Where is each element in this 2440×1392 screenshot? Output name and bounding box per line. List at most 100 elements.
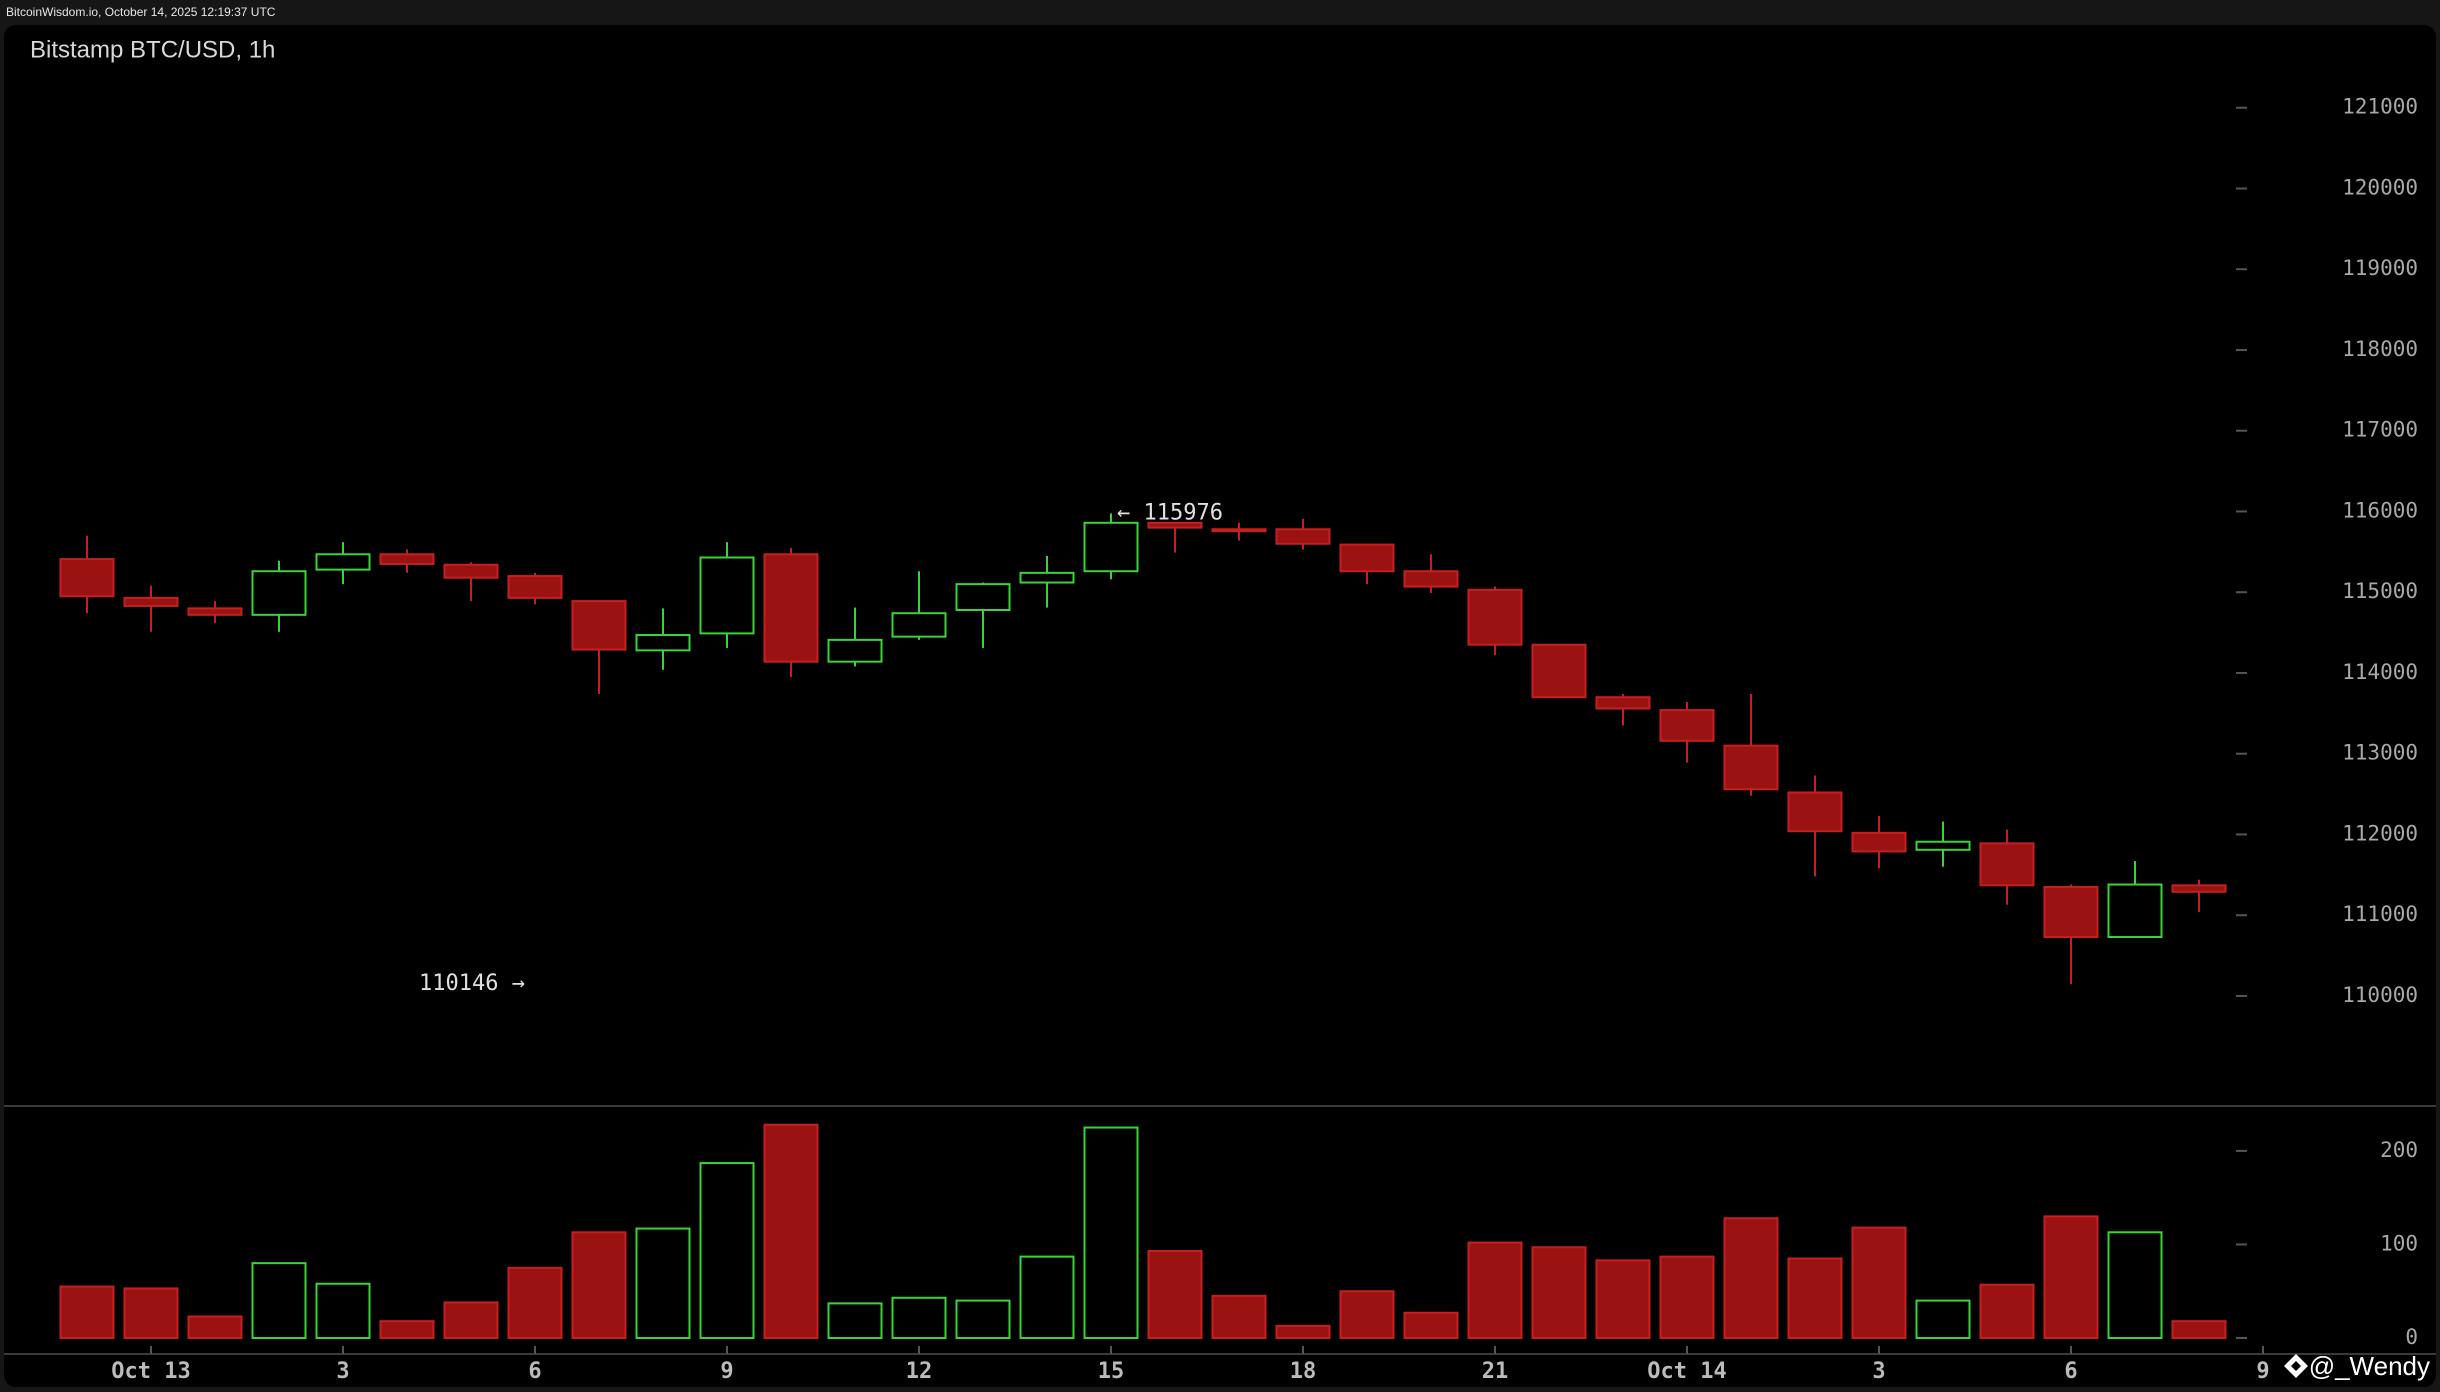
candle — [507, 572, 563, 605]
candle — [315, 542, 371, 585]
candle-body — [251, 570, 307, 616]
chart-area — [4, 25, 2436, 1387]
candle-body — [1595, 696, 1651, 710]
volume-bar — [59, 1285, 115, 1339]
x-tick-label: 21 — [1482, 1359, 1509, 1384]
volume-bar — [1531, 1246, 1587, 1339]
candle — [59, 535, 115, 614]
candle — [1595, 693, 1651, 726]
chart-title: Bitstamp BTC/USD, 1h — [30, 36, 275, 63]
volume-bar — [635, 1227, 691, 1339]
y-tick-label: 118000 — [2342, 337, 2418, 361]
candle — [251, 560, 307, 632]
candle-body — [763, 553, 819, 663]
volume-bar — [187, 1315, 243, 1340]
candle — [1723, 693, 1779, 796]
candle — [1851, 815, 1907, 869]
y-tick-label: 113000 — [2342, 741, 2418, 765]
candle-body — [123, 596, 179, 607]
volume-bar — [443, 1301, 499, 1340]
y-tick-label: 111000 — [2342, 902, 2418, 926]
y-tick-label: 120000 — [2342, 175, 2418, 199]
candle-body — [635, 634, 691, 652]
candle-body — [443, 563, 499, 579]
candle-body — [1979, 842, 2035, 887]
candle — [955, 582, 1011, 648]
candle — [699, 542, 755, 648]
candle-body — [1787, 791, 1843, 833]
header-text: BitcoinWisdom.io, October 14, 2025 12:19… — [6, 5, 276, 19]
candle — [891, 571, 947, 640]
candle — [827, 607, 883, 667]
candle — [1915, 821, 1971, 867]
candle-body — [1339, 543, 1395, 573]
candle — [571, 600, 627, 694]
x-tick-label: 9 — [2256, 1359, 2269, 1384]
volume-bar — [1659, 1255, 1715, 1340]
volume-bar — [1915, 1299, 1971, 1340]
candle-body — [59, 558, 115, 598]
candle-body — [1851, 831, 1907, 853]
volume-bar — [1211, 1294, 1267, 1339]
x-tick-label: Oct 13 — [111, 1359, 190, 1384]
candle — [1019, 555, 1075, 608]
candle-body — [827, 638, 883, 663]
x-tick-label: 9 — [720, 1359, 733, 1384]
y-tick-label: 116000 — [2342, 498, 2418, 522]
candle-body — [507, 575, 563, 599]
price-annotation: ← 115976 — [1117, 500, 1223, 525]
candle-body — [1723, 744, 1779, 791]
x-tick-label: 3 — [1872, 1359, 1885, 1384]
y-tick-label: 114000 — [2342, 660, 2418, 684]
candle-body — [891, 612, 947, 638]
volume-bar — [379, 1320, 435, 1339]
candle — [123, 585, 179, 632]
candle — [763, 547, 819, 678]
x-tick-label: 3 — [336, 1359, 349, 1384]
volume-bar — [1275, 1324, 1331, 1340]
y-tick-label: 112000 — [2342, 821, 2418, 845]
logo — [2284, 1354, 2308, 1378]
candle-body — [2107, 883, 2163, 939]
volume-bar — [1979, 1283, 2035, 1339]
volume-tick-label: 100 — [2380, 1231, 2418, 1255]
volume-bar — [2171, 1320, 2227, 1339]
candle — [1659, 702, 1715, 763]
y-tick-label: 115000 — [2342, 579, 2418, 603]
x-tick-label: 6 — [528, 1359, 541, 1384]
candle-body — [1147, 521, 1203, 529]
candle-body — [1211, 528, 1267, 533]
candle-body — [1659, 709, 1715, 742]
volume-tick-label: 200 — [2380, 1138, 2418, 1162]
price-annotation: 110146 → — [419, 971, 525, 996]
volume-bar — [1403, 1311, 1459, 1340]
volume-tick-label: 0 — [2405, 1325, 2418, 1349]
candle — [443, 562, 499, 602]
candle-body — [1019, 571, 1075, 584]
volume-bar — [891, 1296, 947, 1339]
candle — [1275, 518, 1331, 550]
volume-bar — [955, 1299, 1011, 1340]
x-tick-label: 15 — [1098, 1359, 1125, 1384]
volume-bar — [1147, 1250, 1203, 1339]
candle-body — [699, 556, 755, 635]
volume-bar — [507, 1266, 563, 1340]
candle-body — [1403, 570, 1459, 588]
candle-body — [2171, 884, 2227, 893]
volume-bar — [1595, 1259, 1651, 1340]
volume-bar — [1019, 1255, 1075, 1340]
candle — [1979, 829, 2035, 905]
candle — [1147, 521, 1203, 553]
candle — [1083, 513, 1139, 580]
volume-bar — [1723, 1217, 1779, 1339]
volume-bar — [315, 1282, 371, 1340]
x-tick-label: Oct 14 — [1647, 1359, 1726, 1384]
candle — [2107, 861, 2163, 939]
x-tick-label: 6 — [2064, 1359, 2077, 1384]
y-tick-label: 121000 — [2342, 95, 2418, 119]
candle-body — [571, 600, 627, 651]
candle-body — [379, 553, 435, 565]
candle-body — [1083, 521, 1139, 573]
